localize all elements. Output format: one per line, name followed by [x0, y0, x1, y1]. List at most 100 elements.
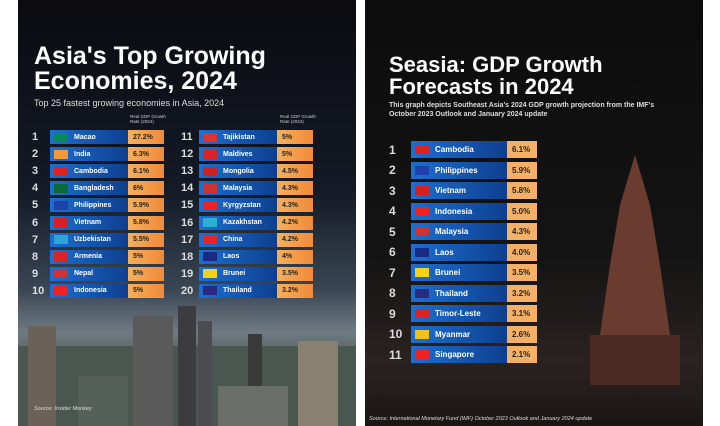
- table-row: 7 Uzbekistan 5.5%: [32, 232, 164, 247]
- country-bar: Brunei: [411, 264, 507, 281]
- flag-icon: [54, 149, 68, 159]
- table-row: 9 Timor-Leste 3.1%: [389, 305, 537, 322]
- growth-value: 6.1%: [507, 141, 537, 158]
- right-subtitle: This graph depicts Southeast Asia's 2024…: [389, 102, 655, 119]
- country-name: Laos: [435, 247, 454, 257]
- growth-value: 4.3%: [277, 198, 313, 213]
- rank: 2: [32, 148, 39, 161]
- flag-icon: [54, 286, 68, 296]
- growth-value: 3.5%: [277, 266, 313, 281]
- table-row: 11 Tajikistan 5%: [181, 130, 313, 144]
- flag-icon: [54, 183, 68, 193]
- table-row: 19 Brunei 3.5%: [181, 266, 313, 281]
- flag-icon: [203, 200, 217, 210]
- rank: 4: [32, 182, 39, 195]
- asia-growth-infographic: Asia's Top Growing Economies, 2024 Top 2…: [18, 0, 356, 426]
- country-name: Philippines: [74, 201, 112, 209]
- growth-value: 4.3%: [277, 181, 313, 196]
- table-row: 3 Vietnam 5.8%: [389, 182, 537, 199]
- left-source: Source: Insider Monkey: [34, 406, 92, 412]
- country-bar: Timor-Leste: [411, 305, 507, 322]
- flag-icon: [415, 206, 429, 216]
- flag-icon: [54, 252, 68, 262]
- table-row: 6 Vietnam 5.8%: [32, 215, 164, 230]
- country-bar: Laos: [411, 243, 507, 261]
- flag-icon: [203, 166, 217, 176]
- country-name: Kyrgyzstan: [223, 201, 261, 209]
- table-row: 1 Cambodia 6.1%: [389, 141, 537, 158]
- right-source: Source: International Monetary Fund (IMF…: [369, 416, 593, 422]
- table-row: 2 India 6.3%: [32, 147, 164, 162]
- table-row: 15 Kyrgyzstan 4.3%: [181, 198, 313, 213]
- table-row: 1 Macao 27.2%: [32, 130, 164, 144]
- country-bar: Philippines: [411, 161, 507, 179]
- flag-icon: [203, 149, 217, 159]
- country-name: China: [223, 236, 243, 244]
- flag-icon: [415, 186, 429, 195]
- growth-value: 5.0%: [507, 202, 537, 220]
- rank: 15: [181, 199, 194, 212]
- growth-value: 5.9%: [507, 161, 537, 179]
- table-row: 18 Laos 4%: [181, 249, 313, 264]
- country-name: Brunei: [435, 268, 461, 277]
- flag-icon: [415, 309, 429, 318]
- table-row: 20 Thailand 3.2%: [181, 283, 313, 298]
- table-row: 11 Singapore 2.1%: [389, 346, 537, 363]
- table-row: 7 Brunei 3.5%: [389, 264, 537, 281]
- rank: 3: [32, 165, 39, 178]
- flag-icon: [203, 218, 217, 227]
- table-row: 17 China 4.2%: [181, 232, 313, 247]
- country-bar: Myanmar: [411, 325, 507, 343]
- rank: 13: [181, 165, 194, 178]
- growth-value: 5.5%: [128, 232, 164, 247]
- country-bar: Armenia: [50, 249, 128, 264]
- rank: 20: [181, 284, 194, 297]
- country-bar: Bangladesh: [50, 181, 128, 196]
- rank: 17: [181, 233, 194, 246]
- table-row: 9 Nepal 5%: [32, 266, 164, 281]
- country-bar: Vietnam: [50, 215, 128, 230]
- growth-value: 3.1%: [507, 305, 537, 322]
- flag-icon: [415, 145, 429, 154]
- country-name: Brunei: [223, 270, 246, 278]
- flag-icon: [415, 288, 429, 298]
- growth-value: 3.2%: [507, 284, 537, 302]
- country-name: Myanmar: [435, 329, 471, 339]
- flag-icon: [203, 252, 217, 262]
- country-name: Indonesia: [74, 287, 107, 295]
- growth-value: 27.2%: [128, 130, 164, 144]
- growth-value: 5%: [277, 130, 313, 144]
- growth-value: 5.8%: [128, 215, 164, 230]
- flag-icon: [203, 183, 217, 193]
- country-name: Singapore: [435, 350, 475, 359]
- country-name: Maldives: [223, 150, 253, 158]
- right-title: Seasia: GDP Growth Forecasts in 2024: [389, 52, 603, 99]
- rank: 5: [389, 224, 396, 239]
- growth-value: 6.1%: [128, 164, 164, 179]
- column-header: Real GDP Growth Rate (2024): [130, 114, 166, 124]
- monument-image: [590, 155, 680, 385]
- country-bar: Malaysia: [199, 181, 277, 196]
- growth-value: 4.2%: [277, 215, 313, 230]
- table-row: 6 Laos 4.0%: [389, 243, 537, 261]
- country-bar: Nepal: [50, 266, 128, 281]
- country-bar: Macao: [50, 130, 128, 144]
- country-bar: Kazakhstan: [199, 215, 277, 230]
- table-row: 13 Mongolia 4.5%: [181, 164, 313, 179]
- rank: 9: [389, 306, 396, 321]
- table-row: 4 Bangladesh 6%: [32, 181, 164, 196]
- flag-icon: [415, 227, 429, 236]
- rank: 18: [181, 250, 194, 263]
- growth-value: 4.5%: [277, 164, 313, 179]
- rank: 16: [181, 216, 194, 229]
- growth-value: 5%: [128, 266, 164, 281]
- growth-value: 5%: [128, 283, 164, 298]
- growth-value: 2.1%: [507, 346, 537, 363]
- country-name: Mongolia: [223, 167, 254, 175]
- country-bar: Indonesia: [411, 202, 507, 220]
- growth-value: 5%: [277, 147, 313, 162]
- country-bar: Cambodia: [50, 164, 128, 179]
- table-row: 3 Cambodia 6.1%: [32, 164, 164, 179]
- country-bar: Singapore: [411, 346, 507, 363]
- rank: 5: [32, 199, 39, 212]
